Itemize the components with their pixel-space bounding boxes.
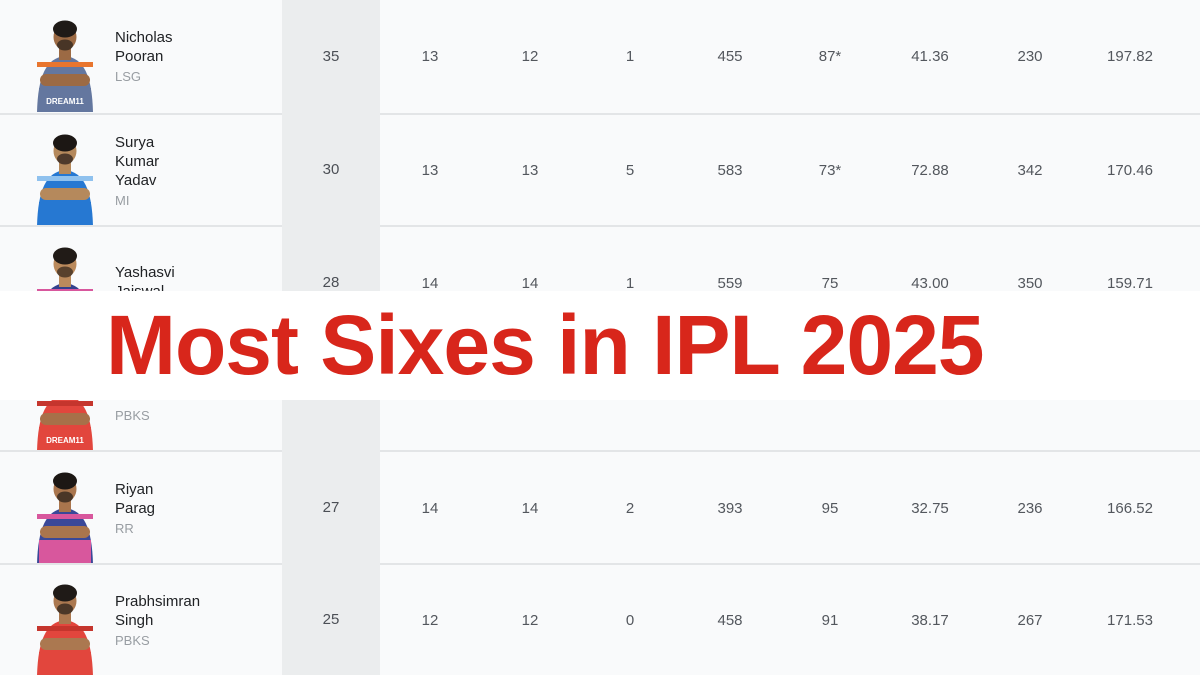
player-team: MI [115, 192, 130, 208]
stat-highest: 73* [818, 162, 842, 180]
player-team: PBKS [115, 633, 150, 649]
player-team: LSG [115, 68, 142, 84]
player-photo-cell [25, 452, 105, 565]
stat-average: 41.36 [911, 47, 949, 65]
stat-strikerate: 170.46 [1107, 162, 1153, 180]
stat-runs: 583 [717, 162, 743, 180]
stat-innings: 12 [521, 612, 539, 630]
stat-highest: 95 [821, 499, 839, 517]
stat-average: 38.17 [911, 612, 949, 630]
stat-average: 43.00 [911, 274, 949, 292]
stat-innings: 13 [521, 162, 539, 180]
stat-matches: 13 [421, 47, 439, 65]
jersey-sponsor-text: DREAM11 [46, 97, 84, 106]
stat-notouts: 1 [625, 274, 635, 292]
stat-balls: 350 [1017, 274, 1043, 292]
stat-average: 72.88 [911, 162, 949, 180]
table-row[interactable]: Riyan Parag RR 27 14 14 2 393 95 32.75 2… [0, 450, 1200, 565]
stat-notouts: 1 [625, 47, 635, 65]
stat-matches: 12 [421, 612, 439, 630]
stat-matches: 14 [421, 274, 439, 292]
table-row[interactable]: Surya Kumar Yadav MI 30 13 13 5 583 73* … [0, 112, 1200, 228]
player-photo [37, 134, 93, 226]
player-name-cell[interactable]: PBKS [115, 367, 282, 424]
page-title: Most Sixes in IPL 2025 [106, 298, 985, 392]
player-photo-cell: DREAM11 [25, 0, 105, 113]
player-name: Riyan Parag [115, 480, 156, 517]
stat-innings: 12 [521, 47, 539, 65]
player-team: PBKS [115, 408, 150, 424]
stat-runs: 559 [717, 274, 743, 292]
stat-matches: 13 [421, 162, 439, 180]
stat-highest: 87* [818, 47, 842, 65]
stat-matches: 14 [421, 499, 439, 517]
stat-highest: 91 [821, 612, 839, 630]
stat-innings: 14 [521, 499, 539, 517]
player-name-cell[interactable]: Riyan Parag RR [115, 480, 282, 537]
stat-balls: 342 [1017, 162, 1043, 180]
player-photo [37, 584, 93, 675]
sixes-value: 30 [282, 112, 380, 227]
stat-runs: 455 [717, 47, 743, 65]
sixes-value: 27 [282, 450, 380, 565]
player-photo: DREAM11 [37, 20, 93, 112]
stat-balls: 236 [1017, 499, 1043, 517]
stat-notouts: 2 [625, 499, 635, 517]
stat-notouts: 5 [625, 162, 635, 180]
stat-balls: 230 [1017, 47, 1043, 65]
table-row[interactable]: Prabhsimran Singh PBKS 25 12 12 0 458 91… [0, 562, 1200, 675]
sixes-value: 35 [282, 0, 380, 113]
player-name: Surya Kumar Yadav [115, 133, 160, 189]
sixes-value: 25 [282, 562, 380, 675]
player-name: Prabhsimran Singh [115, 593, 201, 630]
stat-strikerate: 159.71 [1107, 274, 1153, 292]
player-name: Nicholas Pooran [115, 28, 173, 65]
stat-highest: 75 [821, 274, 839, 292]
player-name-cell[interactable]: Surya Kumar Yadav MI [115, 133, 282, 209]
jersey-sponsor-text: DREAM11 [46, 436, 84, 445]
player-photo-cell [25, 115, 105, 228]
stat-average: 32.75 [911, 499, 949, 517]
title-banner: Most Sixes in IPL 2025 [0, 291, 1200, 400]
stat-innings: 14 [521, 274, 539, 292]
stat-notouts: 0 [625, 612, 635, 630]
stat-balls: 267 [1017, 612, 1043, 630]
stat-strikerate: 166.52 [1107, 499, 1153, 517]
player-name-cell[interactable]: Prabhsimran Singh PBKS [115, 592, 282, 649]
table-row[interactable]: DREAM11 Nicholas Pooran LSG 35 13 12 1 4… [0, 0, 1200, 113]
player-photo-cell [25, 565, 105, 675]
stat-runs: 393 [717, 499, 743, 517]
player-team: RR [115, 520, 134, 536]
stat-runs: 458 [717, 612, 743, 630]
player-name-cell[interactable]: Nicholas Pooran LSG [115, 28, 282, 85]
stat-strikerate: 197.82 [1107, 47, 1153, 65]
stat-strikerate: 171.53 [1107, 612, 1153, 630]
player-photo [37, 472, 93, 564]
